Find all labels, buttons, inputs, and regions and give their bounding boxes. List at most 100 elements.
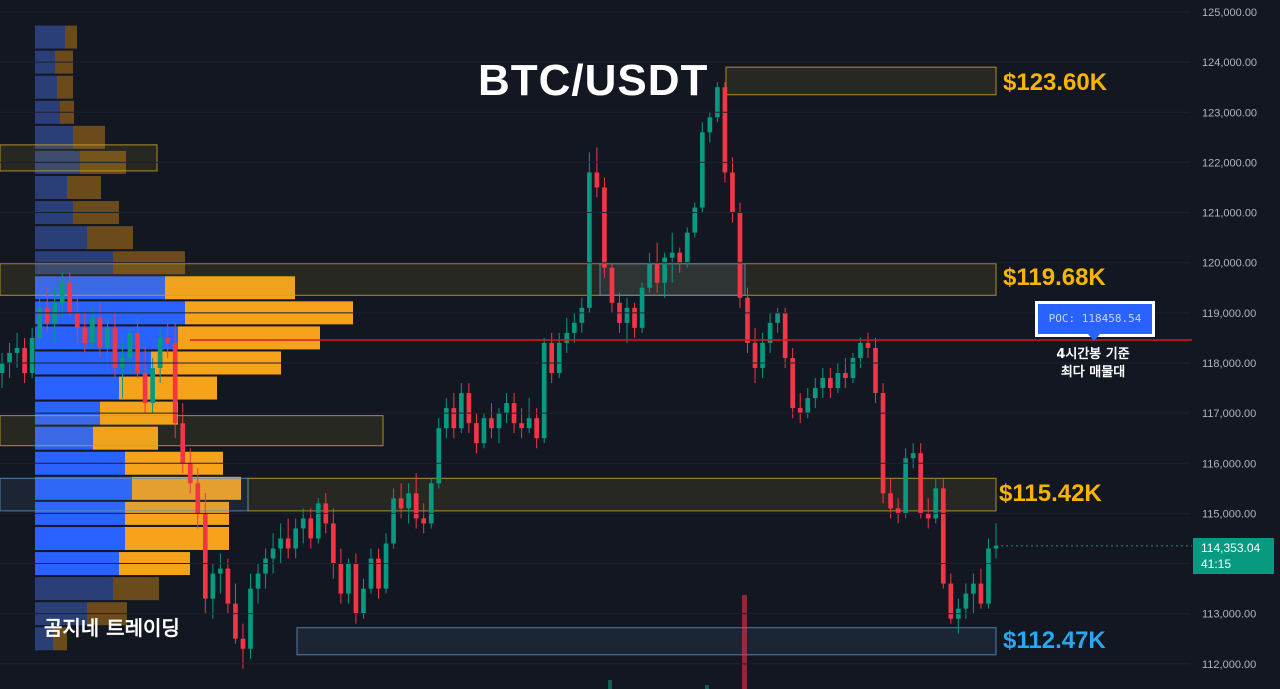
candle-body	[308, 518, 314, 539]
last-price-timer: 41:15	[1201, 557, 1232, 571]
vp-buy-bar	[35, 25, 65, 49]
candle-body	[368, 558, 374, 589]
candle-body	[496, 413, 502, 429]
candle-body	[933, 488, 939, 519]
price-zone	[0, 415, 384, 447]
candle-body	[74, 312, 80, 328]
candle-body	[398, 498, 404, 509]
candle-body	[745, 297, 750, 343]
y-tick-label: 119,000.00	[1202, 308, 1256, 320]
vp-buy-bar	[35, 125, 73, 149]
vp-sell-bar	[119, 376, 217, 400]
candle-body	[97, 317, 103, 348]
candle-body	[639, 287, 645, 328]
candle-body	[519, 423, 524, 429]
y-tick-label: 123,000.00	[1202, 107, 1257, 119]
candle-body	[285, 538, 291, 549]
candle-body	[29, 337, 35, 374]
candle-body	[37, 307, 42, 338]
candle-body	[684, 232, 690, 263]
candle-body	[233, 603, 238, 639]
candle-body	[195, 483, 201, 514]
candle-body	[172, 342, 178, 424]
candle-body	[820, 378, 826, 389]
price-zone	[0, 144, 158, 172]
candle-body	[730, 172, 735, 213]
candle-body	[940, 488, 946, 584]
price-zone	[0, 263, 997, 296]
candle-body	[474, 423, 479, 444]
candle-body	[662, 257, 668, 283]
candle-body	[489, 418, 494, 429]
candle-body	[180, 423, 186, 464]
vp-sell-bar	[132, 476, 241, 500]
candle-body	[632, 307, 637, 328]
price-zone	[725, 66, 997, 96]
candle-body	[722, 87, 728, 173]
level-label-115420: $115.42K	[999, 480, 1102, 507]
candle-body	[895, 508, 901, 514]
vp-sell-bar	[67, 175, 101, 199]
level-label-112470: $112.47K	[1003, 627, 1106, 654]
candle-body	[865, 342, 871, 348]
chart-title: BTC/USDT	[478, 56, 709, 105]
candle-body	[459, 393, 464, 429]
candle-body	[707, 117, 713, 133]
candle-body	[44, 307, 50, 323]
candle-body	[534, 418, 539, 439]
candle-body	[835, 373, 841, 389]
candle-body	[112, 327, 118, 368]
candle-body	[564, 332, 570, 343]
candle-body	[925, 513, 931, 519]
candle-body	[797, 408, 803, 414]
candle-body	[880, 393, 886, 494]
candle-body	[165, 337, 171, 343]
candle-body	[187, 463, 193, 484]
candle-body	[421, 518, 427, 524]
vp-sell-bar	[65, 25, 77, 49]
poc-arrow-icon	[1088, 334, 1100, 341]
candle-body	[993, 545, 999, 549]
candle-body	[157, 337, 163, 368]
candle-body	[59, 282, 65, 303]
candle-body	[330, 523, 336, 564]
vp-buy-bar	[35, 226, 87, 250]
candle-body	[587, 172, 592, 308]
y-tick-label: 120,000.00	[1202, 258, 1257, 270]
candle-body	[782, 312, 788, 358]
price-axis: 112,000.00113,000.00114,000.00115,000.00…	[0, 7, 1257, 671]
vp-buy-bar	[35, 577, 113, 601]
y-tick-label: 124,000.00	[1202, 57, 1257, 69]
candle-body	[526, 418, 532, 429]
candle-body	[105, 327, 110, 348]
candle-body	[767, 322, 773, 343]
candle-body	[549, 342, 555, 374]
candle-body	[918, 453, 924, 514]
candle-body	[948, 583, 954, 619]
candle-body	[677, 252, 683, 263]
vp-sell-bar	[178, 326, 320, 350]
y-tick-label: 122,000.00	[1202, 157, 1257, 169]
candle-body	[361, 588, 366, 614]
vp-sell-bar	[53, 627, 67, 651]
last-price-tag: 114,353.04 41:15	[1193, 538, 1274, 574]
candle-body	[963, 593, 969, 609]
candle-body	[383, 543, 389, 589]
candle-body	[413, 493, 419, 519]
candle-body	[602, 187, 607, 268]
candle-body	[737, 212, 743, 298]
candle-body	[142, 373, 148, 404]
candle-body	[90, 317, 95, 343]
vp-sell-bar	[87, 226, 133, 250]
candle-body	[692, 207, 698, 233]
candle-body	[699, 132, 705, 208]
candle-body	[391, 498, 396, 544]
vp-sell-bar	[57, 75, 73, 99]
candle-body	[293, 528, 299, 549]
candle-body	[7, 352, 12, 363]
candle-body	[300, 518, 306, 529]
poc-note: 4시간봉 기준 최다 매물대	[1018, 346, 1168, 382]
candle-body	[481, 418, 487, 444]
candle-body	[451, 408, 457, 429]
